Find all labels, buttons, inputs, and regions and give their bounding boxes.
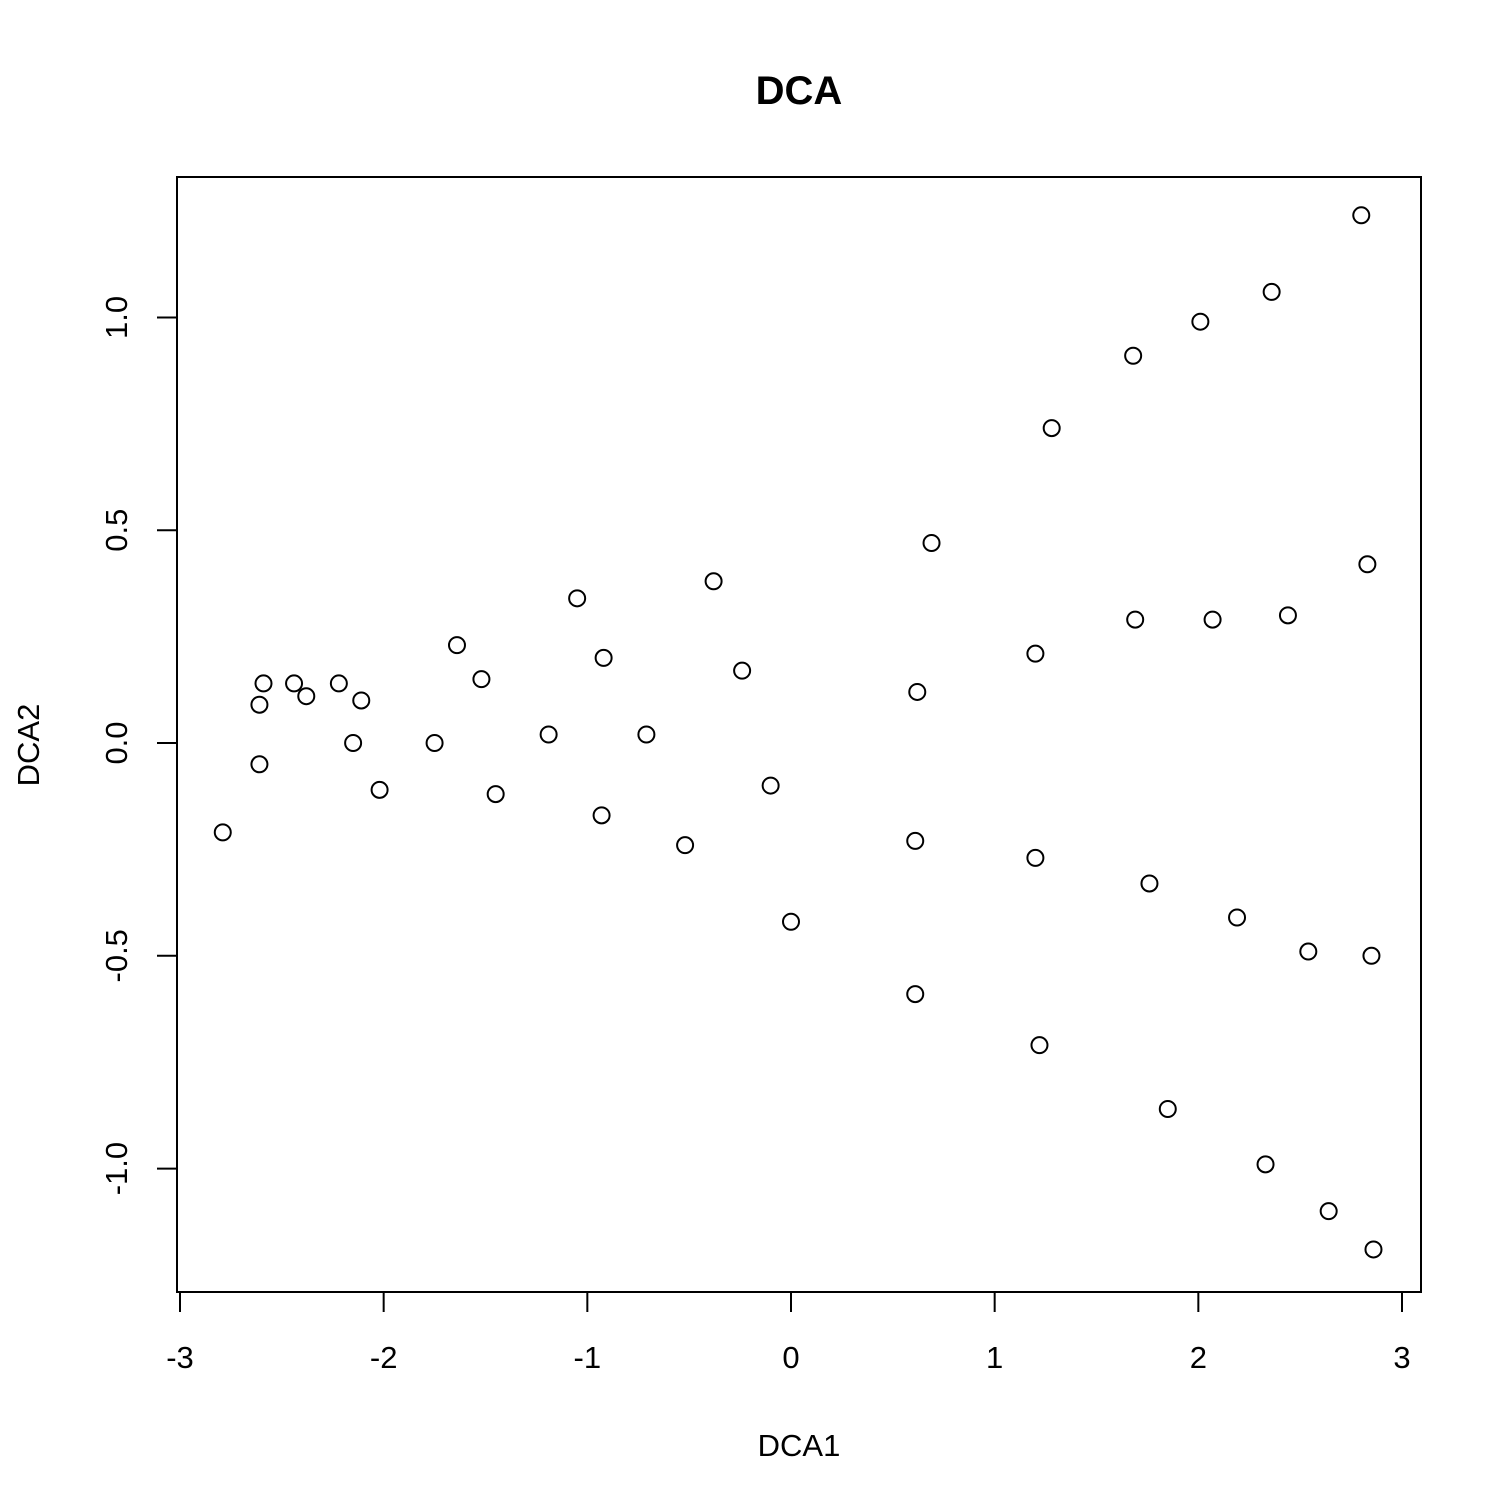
- data-point: [1364, 1240, 1383, 1259]
- data-point: [1278, 606, 1297, 625]
- data-point: [1319, 1202, 1338, 1221]
- data-point: [250, 755, 269, 774]
- data-point: [1026, 848, 1045, 867]
- x-tick-label: 1: [986, 1340, 1003, 1375]
- x-tick-label: -2: [370, 1340, 398, 1375]
- y-axis-label: DCA2: [11, 704, 46, 787]
- x-axis-label: DCA1: [758, 1428, 841, 1463]
- data-point: [1026, 644, 1045, 663]
- x-tick-label: 2: [1190, 1340, 1207, 1375]
- data-point: [1358, 555, 1377, 574]
- data-point: [1140, 874, 1159, 893]
- data-point: [539, 725, 558, 744]
- data-point: [637, 725, 656, 744]
- chart-title: DCA: [756, 69, 843, 113]
- data-point: [250, 695, 269, 714]
- data-point: [297, 687, 316, 706]
- data-point: [908, 682, 927, 701]
- data-point: [922, 533, 941, 552]
- y-tick-label: 1.0: [99, 296, 134, 339]
- plot-frame: [176, 176, 1422, 1293]
- data-point: [329, 674, 348, 693]
- data-point: [704, 572, 723, 591]
- x-tick-label: 3: [1393, 1340, 1410, 1375]
- scatter-points: [213, 206, 1383, 1259]
- data-point: [594, 648, 613, 667]
- data-point: [1126, 610, 1145, 629]
- y-tick-label: -0.5: [99, 929, 134, 982]
- data-point: [1352, 206, 1371, 225]
- data-point: [447, 636, 466, 655]
- data-point: [1262, 282, 1281, 301]
- data-point: [733, 661, 752, 680]
- x-tick-label: -3: [166, 1340, 194, 1375]
- data-point: [906, 985, 925, 1004]
- data-point: [486, 785, 505, 804]
- data-point: [1299, 942, 1318, 961]
- data-point: [1203, 610, 1222, 629]
- data-point: [344, 734, 363, 753]
- data-point: [285, 674, 304, 693]
- data-point: [1042, 419, 1061, 438]
- x-axis-ticks: -3 -2 -1 0 1 2 3: [166, 1292, 1411, 1375]
- x-tick-label: 0: [782, 1340, 799, 1375]
- data-point: [1124, 346, 1143, 365]
- data-point: [592, 806, 611, 825]
- x-tick-label: -1: [574, 1340, 602, 1375]
- data-point: [254, 674, 273, 693]
- data-point: [352, 691, 371, 710]
- data-point: [1228, 908, 1247, 927]
- data-point: [1362, 946, 1381, 965]
- y-tick-label: -1.0: [99, 1142, 134, 1195]
- y-axis-ticks: -1.0 -0.5 0.0 0.5 1.0: [99, 296, 177, 1195]
- data-point: [1030, 1036, 1049, 1055]
- data-point: [1191, 312, 1210, 331]
- data-point: [761, 776, 780, 795]
- data-point: [906, 831, 925, 850]
- data-point: [425, 734, 444, 753]
- data-point: [782, 912, 800, 931]
- data-point: [1256, 1155, 1275, 1174]
- y-tick-label: 0.0: [99, 721, 134, 764]
- y-tick-label: 0.5: [99, 509, 134, 552]
- data-point: [1158, 1100, 1177, 1119]
- data-point: [676, 836, 695, 855]
- data-point: [370, 780, 389, 799]
- data-point: [213, 823, 232, 842]
- data-point: [472, 670, 491, 689]
- data-point: [568, 589, 587, 608]
